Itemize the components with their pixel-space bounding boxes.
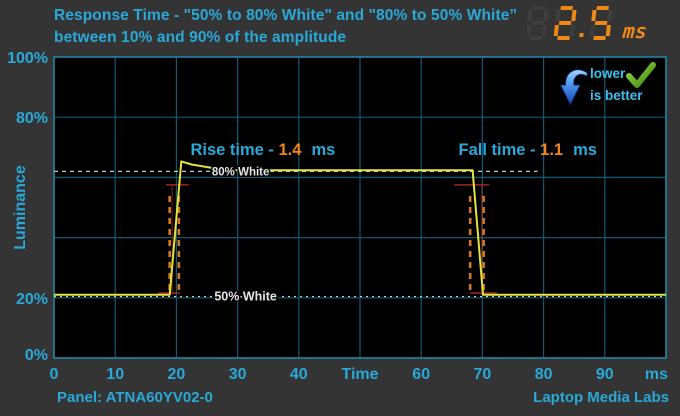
checkmark-icon: [626, 62, 657, 88]
panel-label: Panel: ATNA60YV02-0: [57, 389, 213, 406]
annotation-rise-time: Rise time - 1.4 ms: [190, 141, 335, 159]
ghost-digit: [527, 6, 549, 40]
badge-label-line2: is better: [590, 88, 643, 103]
chart-title-line2: between 10% and 90% of the amplitude: [54, 29, 347, 46]
x-tick-label: 40: [290, 366, 308, 383]
x-tick-label: Time: [341, 366, 378, 383]
x-tick-label: 90: [596, 366, 614, 383]
x-tick-label: 80: [535, 366, 553, 383]
lower-is-better-badge: lower is better: [558, 60, 670, 118]
annotation-fall-time: Fall time - 1.1 ms: [459, 141, 597, 159]
ref-label-50-percent-white: 50% White: [214, 290, 277, 304]
badge-label-line1: lower: [590, 66, 626, 81]
x-tick-label: 20: [168, 366, 186, 383]
down-arrow-icon: [560, 69, 588, 105]
chart-title-line1: Response Time - "50% to 80% White" and "…: [54, 7, 518, 24]
x-tick-label: 60: [412, 366, 430, 383]
x-tick-label: 0: [50, 366, 59, 383]
x-tick-label: ms: [645, 366, 668, 383]
brand-label: Laptop Media Labs: [533, 389, 669, 406]
x-tick-label: 70: [474, 366, 492, 383]
x-tick-label: 30: [229, 366, 247, 383]
x-tick-label: 10: [106, 366, 124, 383]
y-axis-title: Luminance: [12, 165, 29, 250]
readout-unit: ms: [621, 19, 648, 43]
lit-digit: [553, 6, 577, 40]
lit-digit: [589, 6, 613, 40]
plot-border: [53, 56, 667, 359]
y-tick-label: 80%: [16, 110, 48, 127]
ref-label-80-percent-white: 80% White: [212, 166, 270, 178]
response-time-readout: ms: [527, 6, 648, 43]
y-tick-label: 20%: [16, 291, 48, 308]
decimal-point: [579, 33, 584, 37]
chart-title: Response Time - "50% to 80% White" and "…: [54, 5, 517, 49]
badge-text: lower is better: [590, 62, 657, 104]
y-tick-label: 100%: [7, 50, 48, 67]
y-tick-label: 0%: [25, 347, 48, 364]
signal-line: [54, 160, 666, 296]
